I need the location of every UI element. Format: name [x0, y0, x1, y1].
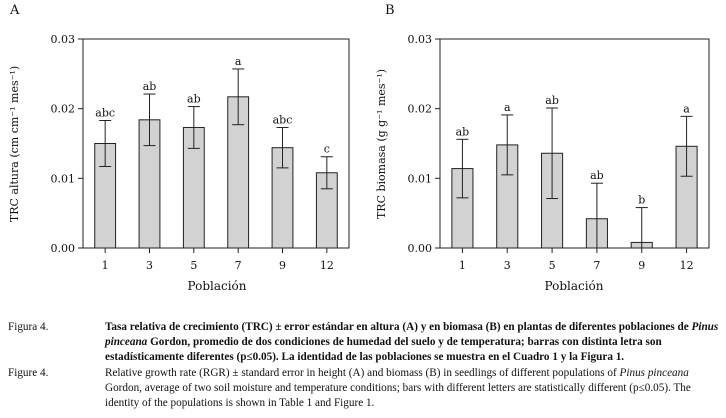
- panel-a-significance-letter: ab: [187, 93, 201, 106]
- panel-a-ytick-label: 0.03: [51, 33, 76, 46]
- panel-b-significance-letter: ab: [545, 94, 559, 107]
- panel-a-significance-letter: abc: [95, 107, 115, 120]
- caption-spanish: Figura 4. Tasa relativa de crecimiento (T…: [8, 320, 720, 366]
- panel-a-label: A: [9, 3, 20, 18]
- panel-a-ytick-label: 0.01: [51, 172, 76, 185]
- panel-a-xtick-label: 12: [320, 259, 334, 272]
- panel-b-ytick-label: 0.03: [408, 33, 433, 46]
- panel-a-xtick-label: 7: [235, 259, 242, 272]
- panel-b-label: B: [385, 3, 395, 18]
- panel-a-xtick-label: 5: [190, 259, 197, 272]
- panel-a-ytick-label: 0.00: [51, 242, 76, 255]
- panel-a-plot: 0.00 0.01 0.02 0.03 abc 1 ab 3 ab 5 a 7 abc 9 c 12: [51, 33, 350, 272]
- panel-a-significance-letter: ab: [143, 80, 157, 93]
- panel-b-ytick-label: 0.01: [408, 172, 433, 185]
- panel-b-plot: 0.00 0.01 0.02 0.03 ab 1 a 3 ab 5 ab 7 b 9 a 12: [408, 33, 710, 272]
- caption-english: Figure 4. Relative growth rate (RGR) ± st…: [8, 366, 720, 412]
- caption-es-species: Pinus pinceana: [105, 321, 719, 349]
- panel-b-significance-letter: a: [504, 101, 511, 114]
- panel-b-xtick-label: 3: [504, 259, 511, 272]
- panel-b-significance-letter: b: [638, 194, 645, 207]
- panel-b-xtick-label: 1: [459, 259, 466, 272]
- panel-a-ytick-label: 0.02: [51, 103, 76, 116]
- panel-b-xlabel: Población: [545, 279, 604, 293]
- panel-a-significance-letter: abc: [273, 113, 293, 126]
- caption-en-species: Pinus pinceana: [619, 367, 689, 379]
- panel-a: A TRC altura (cm cm⁻¹ mes⁻¹) 0.000.010.0…: [8, 3, 350, 293]
- panel-b-significance-letter: a: [683, 102, 690, 115]
- caption-es-label: Figura 4.: [8, 321, 49, 333]
- panel-a-axes-frame: [82, 38, 350, 249]
- panel-b-xtick-label: 5: [549, 259, 556, 272]
- panel-b-significance-letter: ab: [590, 169, 604, 182]
- caption-en-text-2: Gordon, average of two soil moisture and…: [105, 382, 691, 410]
- caption-es-text-2: Gordon, promedio de dos condiciones de h…: [105, 336, 662, 364]
- panel-a-significance-letter: c: [324, 143, 330, 156]
- caption-en-text-1: Relative growth rate (RGR) ± standard er…: [105, 367, 620, 379]
- panel-a-xtick-label: 3: [146, 259, 153, 272]
- caption-en-label: Figure 4.: [8, 367, 49, 379]
- panel-b-xtick-label: 7: [593, 259, 600, 272]
- panel-a-xtick-label: 1: [102, 259, 109, 272]
- panel-b-xtick-label: 12: [680, 259, 694, 272]
- panel-b: B TRC biomasa (g g⁻¹ mes⁻¹) 0.00 0.01 0.02…: [375, 3, 710, 293]
- panel-b-xtick-label: 9: [638, 259, 645, 272]
- caption-es-text-1: Tasa relativa de crecimiento (TRC) ± err…: [105, 321, 692, 333]
- panel-a-significance-letter: a: [235, 55, 242, 68]
- panel-a-ylabel: TRC altura (cm cm⁻¹ mes⁻¹): [8, 66, 21, 222]
- panel-b-ylabel: TRC biomasa (g g⁻¹ mes⁻¹): [375, 69, 388, 219]
- panel-a-xtick-label: 9: [279, 259, 286, 272]
- panel-a-xlabel: Población: [188, 279, 247, 293]
- panel-b-axes-frame: [439, 38, 710, 249]
- charts-canvas: A TRC altura (cm cm⁻¹ mes⁻¹) 0.000.010.0…: [8, 3, 710, 293]
- panel-b-significance-letter: ab: [456, 125, 470, 138]
- panel-b-ytick-label: 0.02: [408, 103, 433, 116]
- panel-b-ytick-label: 0.00: [408, 242, 433, 255]
